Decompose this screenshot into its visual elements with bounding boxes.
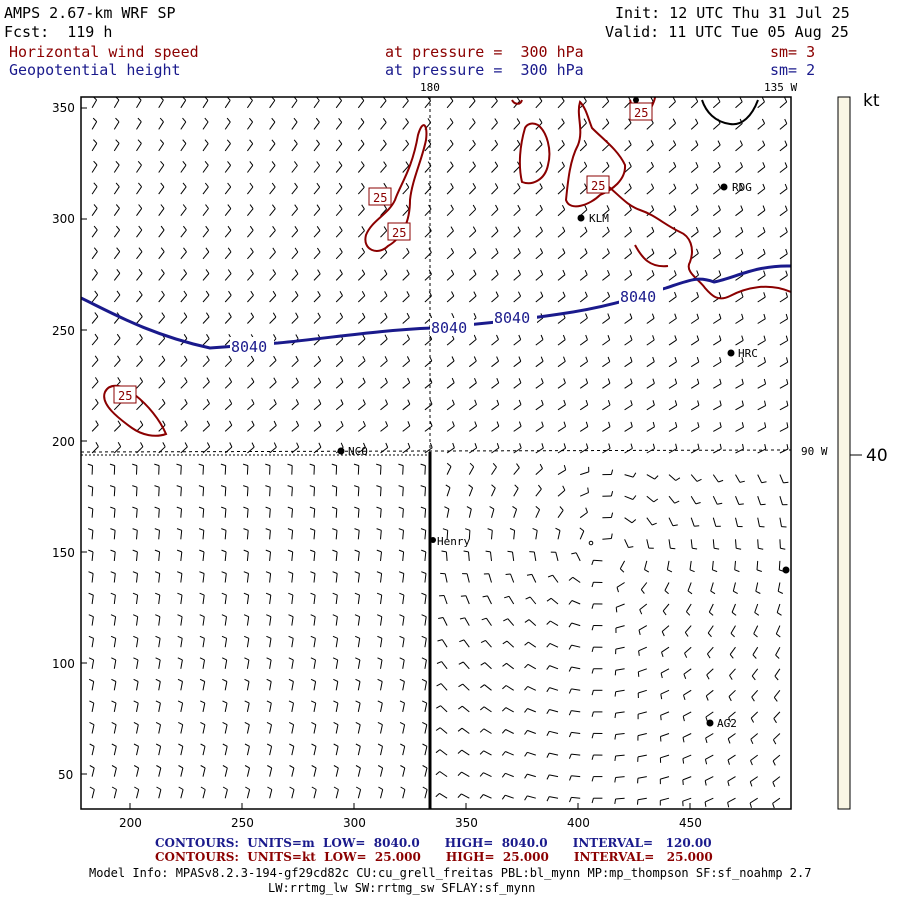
colorbar-unit: kt — [863, 91, 880, 111]
x-tick-label: 300 — [343, 816, 366, 830]
x-tick-label: 250 — [231, 816, 254, 830]
x-tick-label: 450 — [679, 816, 702, 830]
y-tick-label: 200 — [52, 435, 75, 449]
field2-level: at pressure = 300 hPa — [385, 61, 584, 79]
y-tick-label: 50 — [58, 768, 73, 782]
station-rdg: RDG — [720, 181, 752, 194]
x-tick-label: 350 — [455, 816, 478, 830]
field2-name: Geopotential height — [9, 61, 181, 79]
svg-text:25: 25 — [373, 191, 387, 205]
y-tick-label: 350 — [52, 101, 75, 115]
contours-wind-info: CONTOURS: UNITS=kt LOW= 25.000 HIGH= 25.… — [155, 850, 713, 864]
svg-text:KLM: KLM — [589, 212, 609, 225]
contours-height-info: CONTOURS: UNITS=m LOW= 8040.0 HIGH= 8040… — [155, 836, 712, 850]
wind-label-1: 25 — [368, 187, 392, 206]
station-henry: Henry — [430, 535, 470, 548]
svg-text:NCO: NCO — [348, 445, 368, 458]
colorbar: kt 40 — [837, 91, 888, 810]
height-label-3: 8040 — [493, 308, 537, 327]
svg-text:25: 25 — [118, 389, 132, 403]
wind-label-3: 25 — [586, 175, 610, 194]
svg-text:25: 25 — [591, 179, 605, 193]
field1-level: at pressure = 300 hPa — [385, 43, 584, 61]
y-tick-label: 250 — [52, 324, 75, 338]
svg-text:HRC: HRC — [738, 347, 758, 360]
svg-text:Henry: Henry — [437, 535, 470, 548]
wind-label-2: 25 — [387, 222, 411, 241]
map-axes: 200 250 300 350 400 450 350 300 250 200 … — [52, 101, 702, 830]
height-label-4: 8040 — [619, 287, 663, 306]
wind-label-5: 25 — [113, 385, 137, 404]
x-tick-label: 400 — [567, 816, 590, 830]
valid-time: Valid: 11 UTC Tue 05 Aug 25 — [605, 23, 849, 41]
svg-text:8040: 8040 — [231, 338, 267, 356]
height-label-1: 8040 — [230, 337, 274, 356]
init-time: Init: 12 UTC Thu 31 Jul 25 — [615, 4, 850, 22]
svg-text:8040: 8040 — [494, 309, 530, 327]
y-tick-label: 150 — [52, 546, 75, 560]
map-frame — [80, 96, 792, 810]
meridian-label-180: 180 — [420, 81, 440, 94]
field2-smoothing: sm= 2 — [770, 61, 816, 79]
field1-smoothing: sm= 3 — [770, 43, 816, 61]
station-klm: KLM — [577, 212, 609, 225]
forecast-hour: Fcst: 119 h — [4, 23, 113, 41]
meridian-label-135w: 135 W — [764, 81, 797, 94]
height-label-2: 8040 — [430, 318, 474, 337]
meridian-90w — [81, 449, 791, 453]
y-tick-label: 300 — [52, 212, 75, 226]
field1-name: Horizontal wind speed — [9, 43, 199, 61]
station-hrc: HRC — [727, 347, 758, 360]
model-info-line1: Model Info: MPASv8.2.3-194-gf29cd82c CU:… — [89, 866, 812, 880]
wind-label-4: 25 — [629, 102, 653, 121]
colorbar-tick: 40 — [866, 446, 888, 466]
station-nco: NCO — [337, 445, 368, 458]
station-ag2: AG2 — [706, 717, 737, 730]
svg-text:RDG: RDG — [732, 181, 752, 194]
svg-text:AG2: AG2 — [717, 717, 737, 730]
model-title: AMPS 2.67-km WRF SP — [4, 4, 176, 22]
svg-text:8040: 8040 — [431, 319, 467, 337]
x-tick-label: 200 — [119, 816, 142, 830]
wind-barbs — [87, 97, 789, 809]
svg-text:25: 25 — [392, 226, 406, 240]
meridian-label-90w: 90 W — [801, 445, 828, 458]
svg-text:25: 25 — [634, 106, 648, 120]
wind-speed-contours — [103, 97, 791, 437]
y-tick-label: 100 — [52, 657, 75, 671]
model-info-line2: LW:rrtmg_lw SW:rrtmg_sw SFLAY:sf_mynn — [268, 881, 536, 895]
svg-text:8040: 8040 — [620, 288, 656, 306]
